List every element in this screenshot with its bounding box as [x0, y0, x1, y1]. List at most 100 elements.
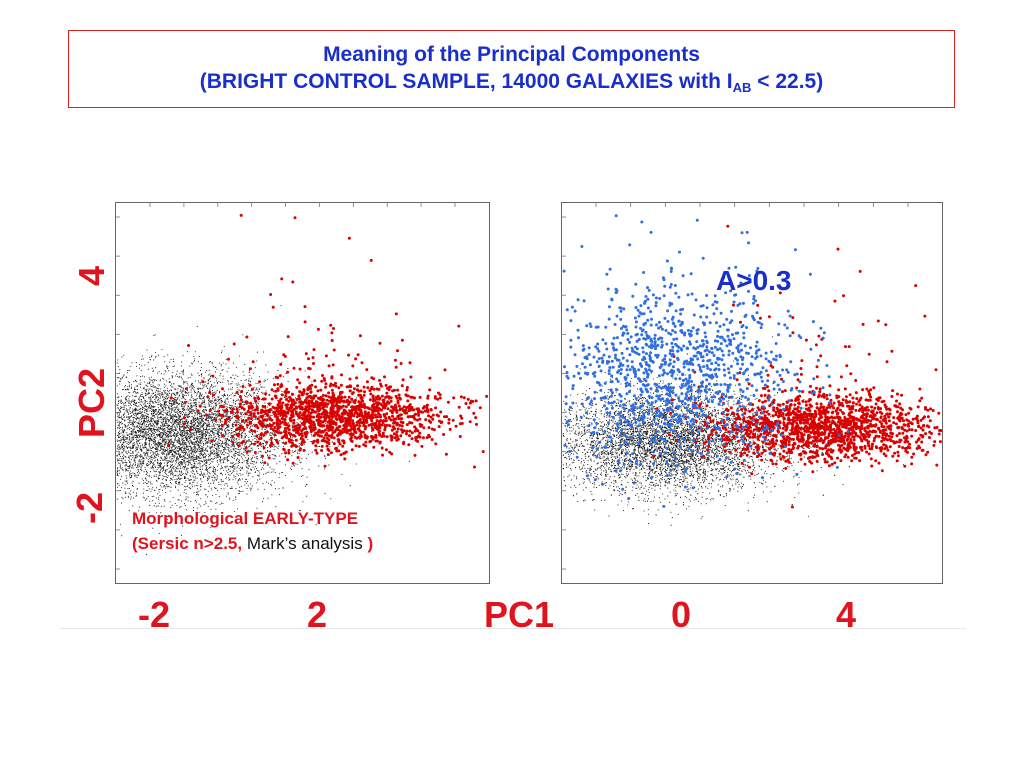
scatter-point — [169, 428, 171, 430]
scatter-point — [155, 402, 157, 404]
scatter-point — [193, 355, 195, 358]
scatter-point — [185, 489, 187, 491]
scatter-point — [234, 451, 236, 453]
scatter-point — [129, 419, 131, 421]
scatter-point — [180, 471, 182, 473]
scatter-point — [213, 423, 215, 425]
scatter-point — [138, 431, 140, 434]
scatter-point — [265, 434, 267, 436]
scatter-point — [169, 413, 171, 415]
scatter-point — [185, 493, 187, 495]
scatter-point — [216, 475, 218, 477]
scatter-point — [173, 434, 175, 436]
scatter-point — [133, 432, 135, 434]
scatter-point — [239, 452, 241, 454]
scatter-point — [266, 471, 268, 473]
scatter-point — [193, 405, 195, 407]
scatter-point — [217, 446, 220, 448]
scatter-point — [138, 367, 141, 369]
scatter-point — [129, 412, 131, 414]
scatter-point — [184, 433, 186, 435]
scatter-point — [167, 424, 169, 426]
scatter-point — [273, 454, 275, 456]
scatter-point — [211, 500, 213, 502]
scatter-point — [181, 390, 183, 392]
scatter-point — [129, 407, 131, 409]
scatter-point — [143, 488, 145, 490]
scatter-point — [230, 408, 232, 410]
scatter-point — [181, 387, 183, 389]
scatter-point — [174, 409, 176, 411]
scatter-point — [117, 453, 119, 455]
scatter-point — [213, 458, 215, 460]
scatter-point — [187, 410, 189, 412]
scatter-point — [170, 407, 172, 409]
scatter-point — [200, 486, 202, 488]
scatter-point — [134, 461, 136, 463]
scatter-point — [203, 472, 205, 474]
scatter-point — [298, 453, 300, 455]
scatter-point — [157, 467, 159, 469]
scatter-point — [143, 460, 145, 462]
scatter-point — [165, 460, 167, 462]
scatter-point — [241, 453, 243, 455]
scatter-point — [211, 425, 213, 427]
scatter-point — [162, 395, 164, 397]
scatter-point — [192, 453, 194, 455]
scatter-point — [132, 403, 134, 405]
scatter-point — [144, 412, 146, 414]
scatter-point — [211, 479, 213, 481]
scatter-point — [208, 401, 210, 403]
scatter-point — [127, 424, 130, 426]
scatter-point — [324, 455, 326, 458]
scatter-point — [201, 416, 203, 418]
scatter-point — [132, 408, 134, 410]
scatter-point — [173, 468, 175, 470]
scatter-point — [194, 359, 196, 362]
scatter-point — [210, 386, 212, 388]
scatter-point — [178, 464, 180, 466]
scatter-point — [195, 477, 197, 479]
scatter-point — [207, 470, 209, 472]
scatter-point — [204, 453, 207, 455]
scatter-point — [172, 413, 174, 415]
scatter-point — [121, 388, 124, 391]
scatter-point — [209, 472, 211, 474]
scatter-point — [218, 380, 220, 383]
scatter-point — [218, 423, 220, 425]
scatter-point — [158, 491, 160, 493]
scatter-point — [180, 423, 182, 426]
scatter-point — [181, 439, 183, 441]
scatter-point — [161, 429, 164, 431]
scatter-point — [228, 425, 230, 427]
scatter-point — [190, 389, 192, 391]
scatter-point — [261, 460, 264, 462]
scatter-point — [134, 389, 136, 391]
scatter-point — [163, 466, 165, 469]
scatter-point — [225, 467, 227, 469]
scatter-point — [216, 368, 218, 370]
scatter-point — [155, 431, 157, 433]
scatter-point — [123, 456, 125, 458]
scatter-point — [201, 432, 203, 434]
scatter-point — [129, 463, 131, 465]
scatter-point — [149, 407, 151, 409]
scatter-point — [142, 409, 144, 411]
scatter-point — [173, 429, 175, 431]
scatter-point — [271, 414, 273, 417]
scatter-point — [238, 478, 241, 480]
scatter-point — [127, 413, 130, 415]
scatter-point — [166, 397, 168, 399]
scatter-point — [246, 427, 248, 429]
scatter-point — [162, 404, 164, 406]
scatter-point — [172, 386, 174, 388]
scatter-point — [205, 447, 207, 449]
scatter-point — [235, 452, 237, 454]
scatter-point — [221, 350, 223, 352]
scatter-point — [244, 394, 246, 396]
scatter-point — [139, 399, 141, 401]
scatter-point — [168, 378, 170, 380]
scatter-point — [267, 462, 269, 464]
scatter-point — [202, 400, 204, 402]
scatter-point — [152, 382, 154, 384]
